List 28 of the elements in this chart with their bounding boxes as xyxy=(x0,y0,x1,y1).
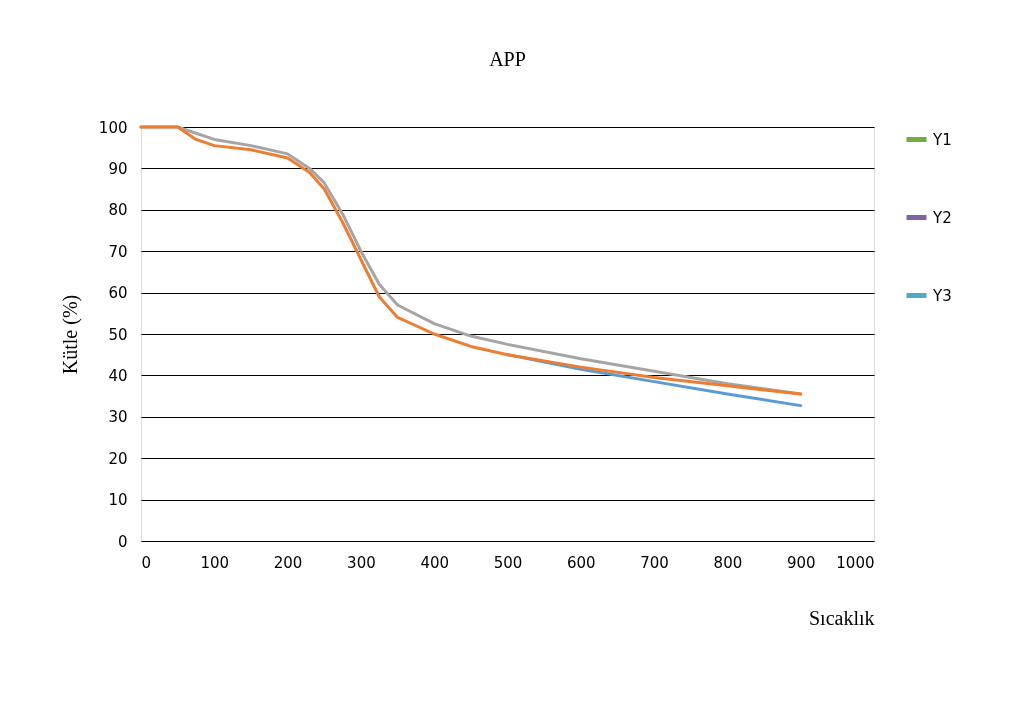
y-tick-label: 10 xyxy=(108,491,128,510)
y-axis-title: Kütle (%) xyxy=(58,294,82,375)
y-tick-label: 20 xyxy=(108,449,128,468)
y-tick-label: 60 xyxy=(108,284,128,303)
legend-label: Y1 xyxy=(932,130,952,149)
chart-title: APP xyxy=(489,48,526,70)
legend-label: Y3 xyxy=(932,286,952,305)
y-tick-label: 100 xyxy=(98,118,128,137)
x-tick-label: 400 xyxy=(420,553,450,572)
x-tick-label: 600 xyxy=(566,553,596,572)
x-tick-label: 900 xyxy=(786,553,816,572)
y-tick-label: 90 xyxy=(108,159,128,178)
y-tick-label: 40 xyxy=(108,366,128,385)
legend-label: Y2 xyxy=(932,208,952,227)
y-tick-label: 50 xyxy=(108,325,128,344)
y-tick-label: 70 xyxy=(108,242,128,261)
y-tick-label: 30 xyxy=(108,408,128,427)
x-tick-label: 800 xyxy=(713,553,743,572)
x-tick-label: 300 xyxy=(347,553,376,572)
x-axis-title: Sıcaklık xyxy=(808,606,875,629)
y-tick-label: 80 xyxy=(108,201,128,220)
x-tick-label: 0 xyxy=(141,553,152,572)
y-tick-label: 0 xyxy=(117,532,128,551)
x-tick-label: 500 xyxy=(493,553,523,572)
x-tick-label: 200 xyxy=(273,553,303,572)
x-tick-label: 100 xyxy=(200,553,230,572)
x-tick-label: 700 xyxy=(640,553,669,572)
x-tick-label: 1000 xyxy=(836,553,875,572)
